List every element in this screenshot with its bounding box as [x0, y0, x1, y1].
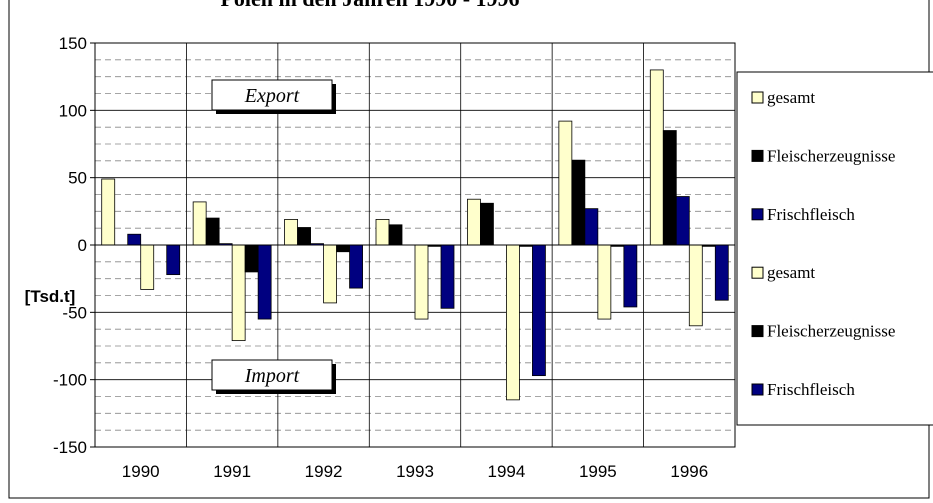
- bar: [101, 178, 116, 246]
- x-tick-label: 1991: [213, 462, 251, 481]
- x-tick-label: 1992: [305, 462, 343, 481]
- bar: [558, 120, 573, 246]
- annotation: Import: [244, 365, 300, 387]
- y-axis-label: [Tsd.t]: [25, 287, 76, 306]
- y-tick-label: 0: [78, 236, 87, 255]
- bar: [297, 227, 311, 246]
- bar: [231, 244, 246, 342]
- legend-swatch: [751, 91, 764, 104]
- legend-swatch: [751, 266, 764, 279]
- legend-label: gesamt: [767, 88, 815, 107]
- bar: [480, 202, 494, 246]
- bar: [349, 244, 363, 289]
- legend-label: Frischfleisch: [767, 205, 855, 224]
- bar: [414, 244, 429, 320]
- legend-box: [736, 71, 933, 426]
- bar: [440, 244, 455, 309]
- bar: [688, 244, 703, 327]
- legend-label: Fleischerzeugnisse: [767, 322, 895, 341]
- legend-swatch: [751, 325, 764, 338]
- bar: [597, 244, 612, 320]
- bar: [244, 244, 259, 273]
- x-tick-label: 1995: [579, 462, 617, 481]
- x-tick-label: 1994: [488, 462, 526, 481]
- bar: [649, 69, 664, 246]
- legend-label: Fleischerzeugnisse: [767, 146, 895, 165]
- bar: [714, 244, 729, 301]
- bar: [662, 130, 677, 246]
- annotation-box: [211, 359, 333, 391]
- legend-swatch: [751, 149, 764, 162]
- bar: [205, 217, 220, 246]
- bar: [192, 201, 207, 246]
- x-tick-label: 1990: [122, 462, 160, 481]
- y-tick-label: -100: [53, 371, 87, 390]
- legend-label: gesamt: [767, 263, 815, 282]
- legend-label: Frischfleisch: [767, 380, 855, 399]
- y-tick-label: 100: [59, 101, 87, 120]
- annotation-box: [211, 79, 333, 111]
- bar: [532, 244, 546, 377]
- bar: [584, 208, 599, 246]
- bar: [623, 244, 638, 308]
- bar: [284, 219, 298, 246]
- legend-swatch: [751, 208, 764, 221]
- x-tick-label: 1996: [670, 462, 708, 481]
- bar: [140, 244, 155, 290]
- bar: [127, 233, 142, 246]
- bar: [257, 244, 272, 320]
- y-tick-label: 150: [59, 34, 87, 53]
- y-tick-label: -150: [53, 438, 87, 457]
- bar: [467, 198, 481, 246]
- y-tick-label: -50: [62, 303, 87, 322]
- legend-swatch: [751, 383, 764, 396]
- bar: [571, 159, 586, 246]
- chart-title: Polen in den Jahren 1990 - 1996: [220, 0, 519, 11]
- y-tick-label: 50: [68, 169, 87, 188]
- x-tick-label: 1993: [396, 462, 434, 481]
- bar: [388, 224, 403, 246]
- bar: [506, 244, 520, 401]
- bar: [166, 244, 181, 276]
- bar: [675, 196, 690, 246]
- bar: [323, 244, 337, 304]
- annotation: Export: [244, 85, 300, 107]
- bar: [375, 219, 390, 246]
- bar: [336, 244, 350, 253]
